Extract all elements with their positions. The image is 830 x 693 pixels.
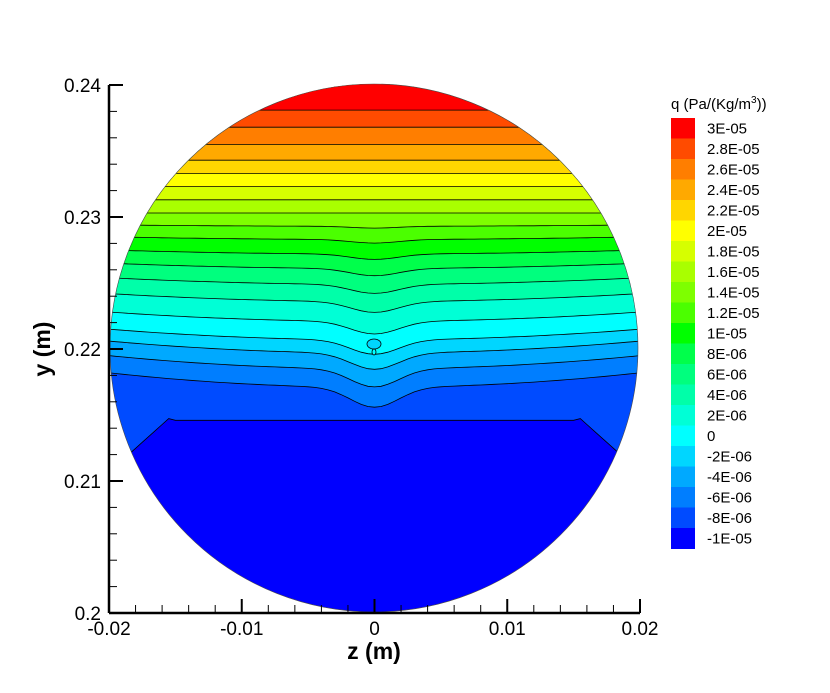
colorbar-swatch [671, 200, 695, 221]
colorbar-swatch [671, 220, 695, 242]
colorbar-swatch [671, 446, 695, 467]
colorbar-label: 6E-06 [707, 366, 747, 383]
colorbar-label: 1.6E-05 [707, 264, 760, 281]
x-axis-title: z (m) [347, 638, 401, 664]
colorbar-label: 2.6E-05 [707, 161, 760, 178]
colorbar-swatch [671, 528, 695, 549]
colorbar-swatch [671, 261, 695, 283]
colorbar-label: 1.8E-05 [707, 243, 760, 260]
y-axis-title: y (m) [29, 322, 55, 377]
colorbar-label: 1.4E-05 [707, 284, 760, 301]
y-tick-label: 0.2 [75, 604, 101, 625]
x-axis-tick-labels: -0.02 -0.01 0 0.01 0.02 [87, 619, 658, 640]
colorbar-label: -1E-05 [707, 530, 752, 547]
colorbar-labels: 3E-05 2.8E-05 2.6E-05 2.4E-05 2.2E-05 2E-05 1.… [707, 120, 760, 547]
y-axis-tick-labels: 0.2 0.21 0.22 0.23 0.24 [64, 76, 101, 625]
contour-bands [110, 84, 638, 612]
axes: 0.20.210.220.230.24 -0.02 -0.01 0 0.01 0.02 … [29, 76, 658, 664]
contour-band [110, 84, 638, 111]
colorbar-label: -6E-06 [707, 489, 752, 506]
x-tick-label: 0 [369, 619, 380, 640]
contour-line [110, 310, 638, 335]
colorbar-swatch [671, 425, 695, 447]
colorbar-label: 8E-06 [707, 346, 747, 363]
colorbar-swatch [671, 282, 695, 303]
colorbar-label: -4E-06 [707, 469, 752, 486]
y-tick-label: 0.24 [64, 76, 101, 97]
contour-line [110, 292, 638, 313]
x-tick-label: 0.02 [622, 619, 659, 640]
contour-line [110, 353, 638, 388]
colorbar-swatch [671, 343, 695, 365]
colorbar-label: 2E-06 [707, 407, 747, 424]
colorbar-legend: q (Pa/(Kg/m3)) 3E-05 2.8E-05 2.6E-05 2.4E-0… [671, 95, 767, 549]
x-tick-label: -0.01 [220, 619, 263, 640]
colorbar-title-end: )) [757, 96, 767, 113]
y-axis-ticks [109, 84, 123, 614]
y-tick-label: 0.22 [64, 340, 101, 361]
colorbar-label: 3E-05 [707, 120, 747, 137]
colorbar-label: 2.8E-05 [707, 141, 760, 158]
contour-line [110, 224, 638, 229]
colorbar-title-main: q (Pa/(Kg/m [671, 96, 751, 113]
plot-area [109, 83, 639, 613]
colorbar-swatch [671, 466, 695, 488]
colorbar-swatch [671, 405, 695, 426]
contour-line [110, 370, 638, 408]
colorbar-swatches [671, 118, 695, 549]
x-axis-ticks [108, 599, 641, 613]
colorbar-label: -2E-06 [707, 448, 752, 465]
contour-line [110, 276, 638, 294]
y-tick-label: 0.23 [64, 208, 101, 229]
center-contour-ellipse [366, 338, 382, 350]
colorbar-swatch [671, 241, 695, 262]
contour-line [110, 236, 638, 244]
colorbar-label: 1.2E-05 [707, 305, 760, 322]
colorbar-label: 0 [707, 428, 715, 445]
colorbar-label: 2.2E-05 [707, 202, 760, 219]
colorbar-swatch [671, 302, 695, 324]
colorbar-swatch [671, 159, 695, 180]
contour-line [110, 339, 638, 370]
contour-line [110, 262, 638, 277]
colorbar-label: 2.4E-05 [707, 182, 760, 199]
contour-line [110, 418, 638, 485]
center-contour-island [366, 338, 382, 356]
colorbar-swatch [671, 487, 695, 508]
colorbar-label: 1E-05 [707, 325, 747, 342]
colorbar-title-superscript: 3 [751, 95, 757, 106]
colorbar-swatch [671, 179, 695, 201]
y-tick-label: 0.21 [64, 472, 101, 493]
center-contour-dot [371, 348, 377, 356]
colorbar-swatch [671, 138, 695, 160]
x-tick-label: 0.01 [489, 619, 526, 640]
colorbar-swatch [671, 118, 695, 139]
colorbar-label: 4E-06 [707, 387, 747, 404]
x-tick-label: -0.02 [87, 619, 130, 640]
colorbar-title: q (Pa/(Kg/m3)) [671, 95, 767, 113]
colorbar-swatch [671, 384, 695, 406]
contour-line [110, 249, 638, 260]
colorbar-swatch [671, 364, 695, 385]
colorbar-swatch [671, 323, 695, 344]
colorbar-label: -8E-06 [707, 510, 752, 527]
colorbar-label: 2E-05 [707, 223, 747, 240]
colorbar-swatch [671, 507, 695, 529]
